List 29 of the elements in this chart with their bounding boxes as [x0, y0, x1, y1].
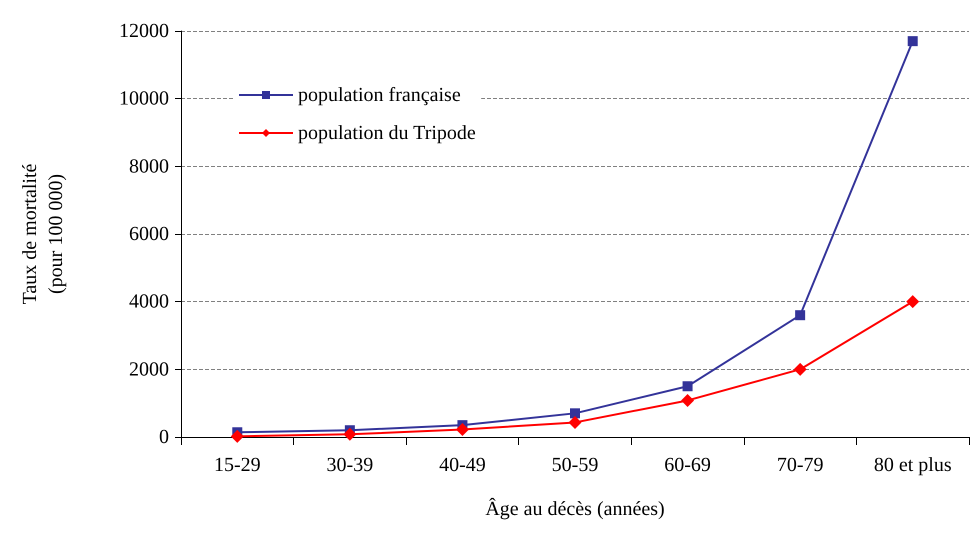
legend-label: population du Tripode [298, 122, 476, 144]
point [568, 416, 582, 429]
y-tick-label: 8000 [129, 155, 169, 178]
x-tick-label: 40-49 [439, 454, 486, 476]
point [682, 381, 693, 392]
x-tick-label: 60-69 [664, 454, 711, 476]
y-axis-title: Taux de mortalité (pour 100 000) [19, 163, 67, 304]
point [570, 408, 580, 418]
y-tick-label: 6000 [129, 223, 169, 245]
x-tick-label: 80 et plus [874, 454, 952, 476]
point [230, 430, 244, 443]
x-axis-title: Âge au décès (années) [485, 497, 665, 520]
y-tick-label: 0 [159, 426, 169, 448]
x-tick-label: 15-29 [214, 454, 261, 476]
x-tick-label: 70-79 [776, 454, 824, 476]
point [908, 36, 918, 46]
y-tick-label: 10000 [119, 88, 169, 110]
point [343, 428, 356, 441]
legend-label: population française [298, 84, 461, 106]
point [681, 394, 694, 407]
point [795, 310, 806, 320]
point [906, 295, 920, 308]
x-tick-label: 30-39 [326, 454, 374, 476]
y-tick-label: 2000 [129, 358, 169, 380]
point [794, 362, 807, 376]
x-tick-label: 50-59 [552, 454, 598, 476]
y-tick-label: 12000 [119, 20, 169, 42]
y-tick-label: 4000 [129, 290, 169, 313]
point [456, 423, 469, 436]
